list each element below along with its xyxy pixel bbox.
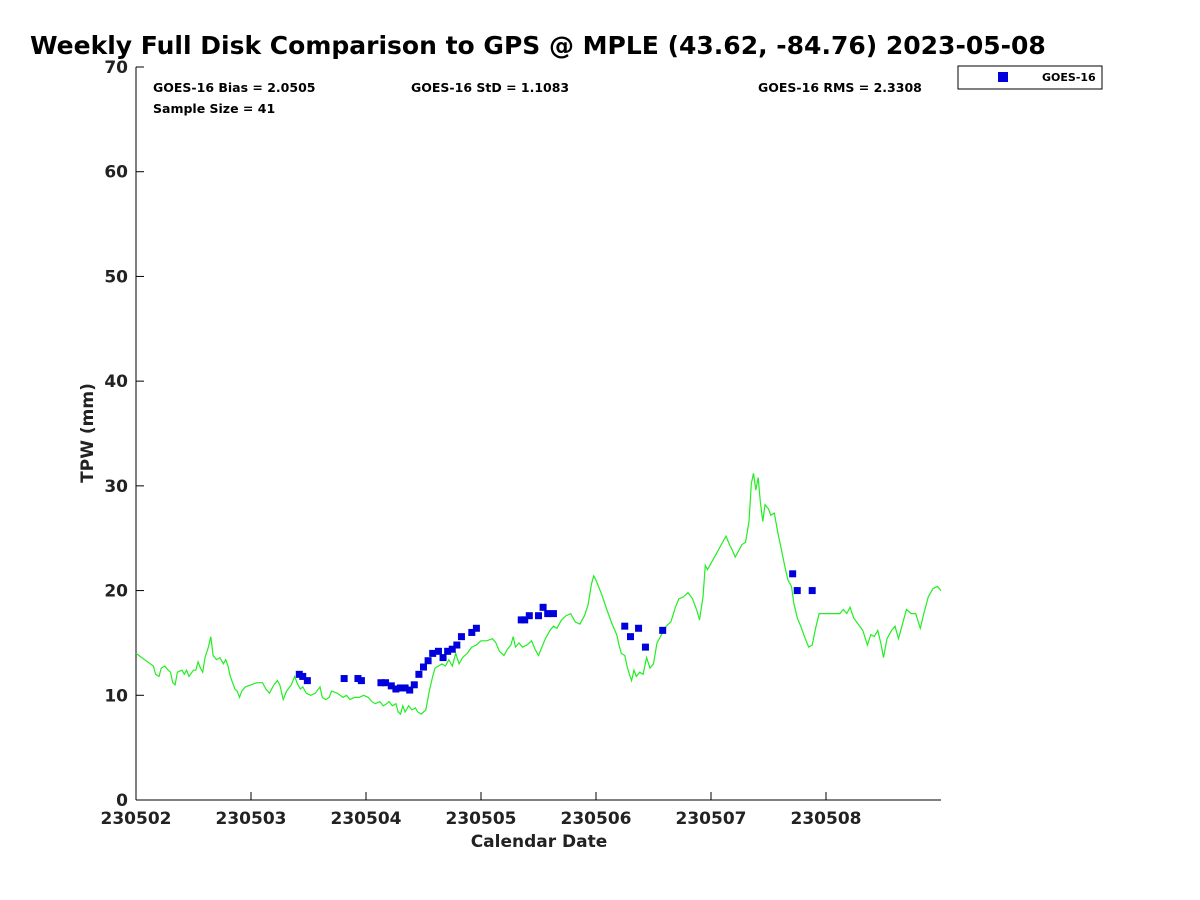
- goes-16-point: [659, 626, 667, 634]
- y-tick-label: 50: [104, 267, 128, 287]
- goes-16-point: [401, 684, 409, 692]
- x-tick-label: 230503: [216, 809, 287, 829]
- y-tick-label: 0: [116, 791, 128, 811]
- legend-label: GOES-16: [1042, 71, 1096, 84]
- goes-16-point: [453, 641, 461, 649]
- y-tick-label: 20: [104, 582, 128, 602]
- std-stat: GOES-16 StD = 1.1083: [411, 80, 569, 95]
- x-tick-label: 230505: [446, 809, 517, 829]
- y-tick-label: 30: [104, 477, 128, 497]
- x-tick-label: 230507: [676, 809, 747, 829]
- y-tick-label: 10: [104, 686, 128, 706]
- goes-16-point: [392, 685, 400, 693]
- goes-16-point: [439, 654, 447, 662]
- rms-stat: GOES-16 RMS = 2.3308: [758, 80, 922, 95]
- goes-16-point: [457, 633, 465, 641]
- y-tick-label: 60: [104, 163, 128, 183]
- y-axis-label: TPW (mm): [78, 383, 98, 483]
- goes-16-point: [521, 616, 529, 624]
- goes-16-point: [377, 679, 385, 687]
- goes-16-point: [448, 645, 456, 653]
- goes-16-point: [808, 587, 816, 595]
- gps-series: [135, 473, 942, 716]
- bias-stat: GOES-16 Bias = 2.0505: [153, 80, 315, 95]
- x-tick-label: 230506: [561, 809, 632, 829]
- goes-16-point: [434, 647, 442, 655]
- goes-16-point: [406, 686, 414, 694]
- goes-16-point: [544, 610, 552, 618]
- x-tick-label: 230508: [791, 809, 862, 829]
- goes-16-point: [641, 643, 649, 651]
- goes-16-point: [387, 682, 395, 690]
- goes-16-point: [525, 612, 533, 620]
- goes-16-point: [539, 603, 547, 611]
- y-ticks: 0 10 20 30 40 50 60 70: [104, 58, 144, 811]
- goes-16-point: [340, 675, 348, 683]
- goes-16-point: [357, 677, 365, 685]
- goes-16-point: [621, 622, 629, 630]
- goes-16-point: [429, 649, 437, 657]
- goes-16-point: [424, 657, 432, 665]
- goes-16-point: [415, 670, 423, 678]
- goes-16-series: [295, 570, 816, 694]
- legend-box: [957, 65, 1103, 90]
- goes-16-point: [303, 677, 311, 685]
- goes-16-point: [444, 647, 452, 655]
- goes-16-point: [789, 570, 797, 578]
- goes-16-point: [410, 681, 418, 689]
- goes-16-point: [382, 679, 390, 687]
- sample-size-stat: Sample Size = 41: [153, 101, 275, 116]
- x-axis-label: Calendar Date: [471, 832, 608, 852]
- goes-16-point: [397, 684, 404, 692]
- x-ticks: 230502 230503 230504 230505 230506 230507 2305…: [101, 792, 862, 829]
- goes-16-point: [472, 624, 480, 632]
- y-tick-label: 40: [104, 372, 128, 392]
- x-tick-label: 230504: [331, 809, 402, 829]
- legend: GOES-16: [957, 65, 1103, 90]
- goes-16-point: [549, 610, 557, 618]
- chart-title: Weekly Full Disk Comparison to GPS @ MPL…: [30, 31, 1046, 60]
- plot-area: [135, 67, 941, 801]
- gps-line: [135, 473, 942, 716]
- legend-marker: [998, 72, 1008, 82]
- goes-16-point: [627, 633, 634, 641]
- goes-16-point: [635, 624, 643, 632]
- y-tick-label: 70: [104, 58, 128, 78]
- goes-16-point: [420, 663, 427, 671]
- goes-16-point: [535, 612, 542, 620]
- x-tick-label: 230502: [101, 809, 172, 829]
- goes-16-point: [299, 672, 307, 680]
- goes-16-point: [468, 628, 476, 636]
- goes-16-point: [793, 587, 801, 595]
